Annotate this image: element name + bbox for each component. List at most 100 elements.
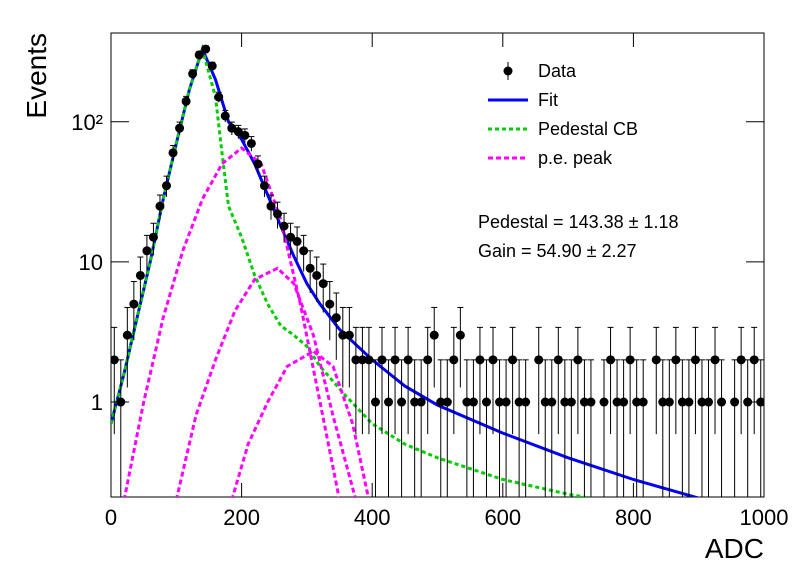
- legend-label: Fit: [538, 90, 558, 110]
- data-point: [148, 232, 158, 242]
- data-point: [501, 397, 511, 407]
- data-point: [677, 397, 687, 407]
- data-point: [475, 355, 485, 365]
- data-point: [344, 330, 354, 340]
- data-point: [305, 263, 315, 273]
- data-point: [253, 159, 263, 169]
- curve: [231, 349, 370, 497]
- y-tick-label: 1: [91, 390, 103, 415]
- data-point: [168, 148, 178, 158]
- data-point: [370, 397, 380, 407]
- curve: [175, 266, 357, 497]
- data-point: [312, 270, 322, 280]
- data-point: [207, 61, 217, 71]
- data-point: [632, 397, 642, 407]
- data-point: [384, 397, 394, 407]
- data-point: [736, 355, 746, 365]
- data-point: [481, 397, 491, 407]
- data-point: [697, 397, 707, 407]
- data-point: [553, 355, 563, 365]
- data-point: [129, 299, 139, 309]
- curve: [111, 43, 593, 497]
- curve: [123, 146, 341, 497]
- data-point: [436, 397, 446, 407]
- data-point: [638, 397, 648, 407]
- data-point: [325, 299, 335, 309]
- data-point: [318, 279, 328, 289]
- data-point: [612, 397, 622, 407]
- y-tick-label: 10: [79, 250, 103, 275]
- x-tick-label: 600: [484, 505, 521, 530]
- data-point: [266, 201, 276, 211]
- data-point: [508, 355, 518, 365]
- data-point: [455, 330, 465, 340]
- data-point: [410, 397, 420, 407]
- data-point: [717, 397, 727, 407]
- data-point: [155, 201, 165, 211]
- data-point: [514, 397, 524, 407]
- data-point: [703, 397, 713, 407]
- data-point: [214, 92, 224, 102]
- data-point: [194, 50, 204, 60]
- data-point: [416, 397, 426, 407]
- data-point: [299, 246, 309, 256]
- plot-frame: [110, 32, 765, 498]
- data-point: [390, 355, 400, 365]
- data-point: [606, 355, 616, 365]
- data-point: [540, 397, 550, 407]
- data-point: [364, 355, 374, 365]
- data-point: [240, 130, 250, 140]
- data-point: [357, 355, 367, 365]
- annotation: Pedestal = 143.38 ± 1.18: [478, 212, 679, 232]
- data-point: [710, 355, 720, 365]
- data-point: [175, 123, 185, 133]
- data-point: [181, 96, 191, 106]
- x-tick-label: 1000: [740, 505, 789, 530]
- legend-label: p.e. peak: [538, 148, 613, 168]
- data-point: [442, 397, 452, 407]
- data-point: [403, 355, 413, 365]
- data-point: [586, 397, 596, 407]
- data-point: [286, 232, 296, 242]
- data-point: [111, 355, 119, 365]
- y-tick-label: 10²: [71, 110, 103, 135]
- data-point: [331, 313, 341, 323]
- data-point: [625, 355, 635, 365]
- data-point: [135, 270, 145, 280]
- data-point: [449, 355, 459, 365]
- data-point: [599, 397, 609, 407]
- x-tick-label: 200: [223, 505, 260, 530]
- data-point: [579, 397, 589, 407]
- data-point: [233, 127, 243, 137]
- data-point: [246, 138, 256, 148]
- data-point: [664, 397, 674, 407]
- data-point: [397, 397, 407, 407]
- data-point: [142, 246, 152, 256]
- x-tick-label: 800: [615, 505, 652, 530]
- data-point: [566, 397, 576, 407]
- annotation: Gain = 54.90 ± 2.27: [478, 241, 637, 261]
- data-point: [188, 69, 198, 79]
- data-point: [351, 355, 361, 365]
- data-point: [521, 397, 531, 407]
- legend-label: Pedestal CB: [538, 119, 638, 139]
- data-point: [749, 355, 759, 365]
- x-axis-title: ADC: [705, 533, 764, 564]
- data-point: [338, 330, 348, 340]
- data-point: [651, 355, 661, 365]
- plot-area: [111, 43, 764, 497]
- legend-label: Data: [538, 61, 577, 81]
- data-point: [495, 397, 505, 407]
- data-point: [658, 397, 668, 407]
- data-point: [573, 355, 583, 365]
- data-point: [547, 397, 557, 407]
- data-point: [534, 355, 544, 365]
- data-point: [273, 209, 283, 219]
- y-axis-title: Events: [21, 33, 52, 119]
- data-point: [468, 397, 478, 407]
- data-point: [690, 355, 700, 365]
- x-tick-label: 400: [354, 505, 391, 530]
- data-point: [671, 355, 681, 365]
- data-point: [462, 397, 472, 407]
